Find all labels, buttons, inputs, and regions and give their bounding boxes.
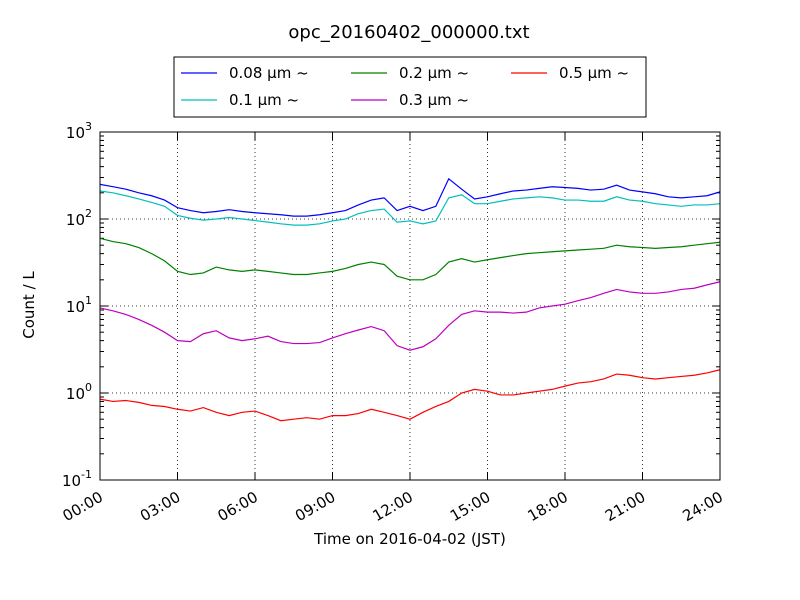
- x-tick-label: 24:00: [680, 488, 726, 525]
- x-tick-label: 00:00: [60, 488, 106, 525]
- x-tick-label: 09:00: [292, 488, 338, 525]
- y-tick-label: 101: [66, 294, 92, 316]
- x-tick-label: 06:00: [215, 488, 261, 525]
- chart-title: opc_20160402_000000.txt: [288, 22, 529, 43]
- x-axis-label: Time on 2016-04-02 (JST): [313, 530, 506, 548]
- x-tick-label: 15:00: [447, 488, 493, 525]
- legend-label: 0.3 μm ~: [399, 91, 469, 109]
- series-line-5: [99, 369, 721, 422]
- legend-box: [173, 56, 647, 118]
- series-line-3: [99, 237, 721, 281]
- series-line-2: [99, 190, 721, 226]
- y-tick-label: 100: [66, 381, 92, 403]
- x-tick-label: 03:00: [137, 488, 183, 525]
- legend-label: 0.5 μm ~: [559, 64, 629, 82]
- series-line-1: [99, 177, 721, 217]
- legend-label: 0.08 μm ~: [229, 64, 309, 82]
- series-line-4: [99, 281, 721, 351]
- y-tick-label: 103: [66, 120, 92, 142]
- y-tick-label: 102: [66, 207, 92, 229]
- y-axis-label: Count / L: [20, 271, 38, 339]
- legend-label: 0.1 μm ~: [229, 91, 299, 109]
- legend-label: 0.2 μm ~: [399, 64, 469, 82]
- x-tick-label: 12:00: [370, 488, 416, 525]
- x-tick-label: 21:00: [602, 488, 648, 525]
- legend: 0.08 μm ~ 0.1 μm ~ 0.2 μm ~ 0.3 μm ~ 0.5 μm …: [173, 56, 647, 118]
- y-tick-label: 10-1: [62, 468, 92, 490]
- x-tick-label: 18:00: [525, 488, 571, 525]
